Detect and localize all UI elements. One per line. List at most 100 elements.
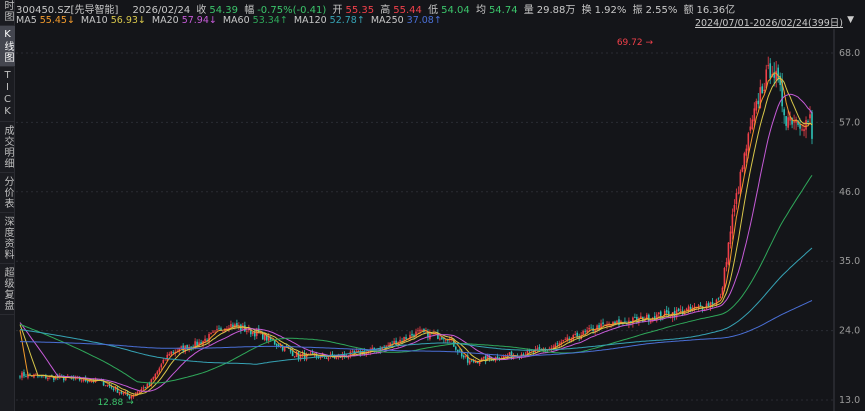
- candle-body: [783, 109, 785, 116]
- candle-body: [152, 377, 155, 380]
- candle-body: [727, 242, 730, 265]
- candle-body: [755, 101, 758, 111]
- candle-body: [650, 320, 652, 323]
- candle-body: [335, 356, 338, 360]
- candle-body: [644, 319, 646, 322]
- ma-value: 53.34↑: [252, 15, 288, 26]
- tab-price-table[interactable]: 分价表: [0, 173, 15, 213]
- candle-body: [765, 69, 768, 89]
- candle-body: [45, 375, 47, 379]
- y-tick-label: 68.0: [839, 48, 860, 59]
- candle-body: [488, 355, 491, 359]
- candle-body: [146, 383, 149, 388]
- candle-body: [142, 387, 145, 389]
- ma-name: MA60: [222, 15, 250, 26]
- candle-body: [805, 120, 807, 130]
- candle-body: [616, 320, 618, 323]
- avg-label: 均: [475, 5, 486, 16]
- candle-body: [785, 116, 787, 126]
- candle-body: [741, 167, 744, 172]
- candle-body: [679, 309, 682, 311]
- candle-body: [403, 336, 405, 341]
- candle-body: [194, 341, 196, 349]
- candle-body: [600, 323, 602, 329]
- candle-body: [709, 302, 712, 308]
- candle-body: [283, 346, 286, 352]
- candle-body: [743, 153, 746, 169]
- candle-body: [120, 391, 123, 394]
- dropdown-arrow-icon[interactable]: ▼: [847, 15, 854, 25]
- candle-body: [429, 332, 431, 340]
- candle-body: [801, 129, 803, 131]
- candle-body: [385, 345, 387, 347]
- candle-body: [586, 330, 588, 333]
- candle-body: [717, 298, 720, 300]
- kline-chart[interactable]: 68.0 57.0 46.0 35.0 24.0 13.0 69.72 → 12.88 →: [16, 29, 865, 411]
- candle-body: [214, 330, 216, 332]
- candle-body: [80, 380, 83, 382]
- candle-body: [476, 361, 479, 364]
- candle-body: [598, 325, 600, 331]
- turnover-label: 换: [581, 5, 592, 16]
- candle-body: [757, 100, 760, 105]
- candle-body: [178, 347, 180, 352]
- candle-body: [576, 332, 578, 338]
- candle-body: [699, 304, 702, 307]
- candle-body: [327, 357, 330, 360]
- candle-body: [148, 383, 151, 385]
- candle-body: [646, 314, 648, 319]
- candle-body: [636, 316, 638, 322]
- candle-body: [267, 335, 270, 341]
- candle-body: [482, 356, 485, 359]
- candle-body: [747, 133, 750, 151]
- candle-body: [397, 342, 399, 346]
- candle-body: [731, 214, 734, 234]
- candle-body: [652, 317, 654, 322]
- change-value: -0.75%(-0.41): [257, 5, 327, 16]
- candle-body: [456, 349, 459, 352]
- candle-body: [606, 323, 608, 326]
- low-label: 低: [428, 5, 439, 16]
- candle-body: [602, 322, 604, 324]
- ma10-line: [19, 77, 813, 395]
- candle-body: [751, 119, 754, 129]
- candle-body: [417, 330, 419, 332]
- change-label: 幅: [244, 5, 255, 16]
- candle-body: [797, 120, 799, 125]
- candle-body: [220, 328, 222, 331]
- candle-body: [168, 353, 171, 356]
- tab-tick[interactable]: TICK: [0, 67, 15, 122]
- ma-name: MA10: [80, 15, 108, 26]
- close-label: 收: [196, 5, 207, 16]
- y-tick-label: 57.0: [839, 117, 860, 128]
- tab-kline[interactable]: K线图: [0, 26, 15, 67]
- candle-body: [228, 327, 230, 330]
- tab-timeshare[interactable]: 分时图: [0, 0, 15, 26]
- candle-body: [53, 376, 55, 380]
- tab-trade-details[interactable]: 成交明细: [0, 122, 15, 173]
- date-range-selector[interactable]: 2024/07/01-2026/02/24(399日): [695, 18, 843, 29]
- tab-depth-info[interactable]: 深度资料: [0, 213, 15, 264]
- candle-body: [594, 330, 596, 332]
- candle-body: [55, 376, 57, 380]
- candle-body: [759, 87, 762, 108]
- open-value: 55.35: [345, 5, 375, 16]
- candle-body: [655, 314, 658, 320]
- candle-body: [468, 360, 471, 364]
- candle-body: [462, 355, 465, 358]
- candle-body: [307, 353, 310, 355]
- candle-body: [395, 340, 397, 346]
- candle-body: [399, 339, 401, 342]
- amount-value: 16.36亿: [696, 5, 736, 16]
- candle-body: [614, 321, 616, 324]
- tab-super-review[interactable]: 超级复盘: [0, 264, 15, 315]
- candle-body: [387, 345, 389, 347]
- candle-body: [349, 351, 352, 357]
- candle-body: [735, 193, 738, 204]
- candle-body: [739, 171, 742, 194]
- high-label: 高: [380, 5, 391, 16]
- candle-body: [64, 378, 67, 380]
- candle-body: [618, 319, 620, 326]
- candle-body: [351, 351, 354, 353]
- candle-body: [222, 331, 224, 333]
